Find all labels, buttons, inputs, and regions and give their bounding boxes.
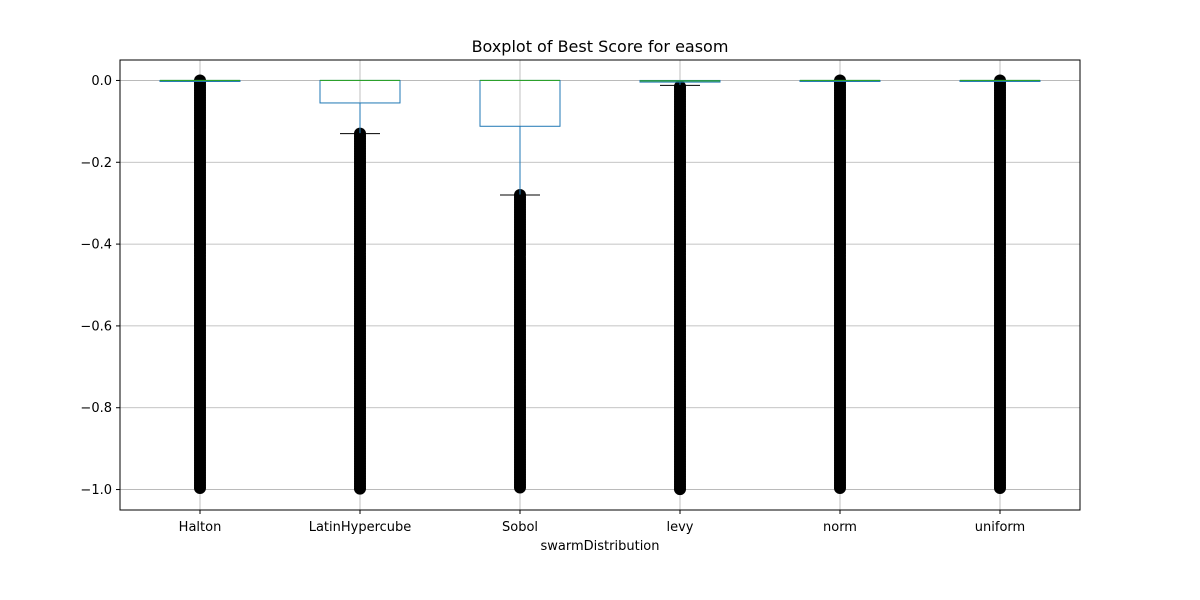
x-tick-label: norm — [823, 520, 857, 535]
y-tick-label: −0.4 — [80, 238, 112, 253]
x-tick-label: Sobol — [502, 520, 538, 535]
x-tick-label: LatinHypercube — [309, 520, 412, 535]
outlier-points — [194, 74, 206, 494]
grid-lines — [120, 60, 1080, 510]
box-group — [479, 79, 561, 494]
box-series — [159, 74, 1041, 496]
outlier-point — [514, 481, 526, 494]
box-group — [959, 74, 1041, 494]
outlier-point — [194, 481, 206, 494]
y-tick-label: −1.0 — [80, 483, 112, 498]
outlier-point — [994, 481, 1006, 494]
outlier-points — [674, 80, 686, 496]
x-axis: Halton LatinHypercube Sobol levy norm uniform — [179, 510, 1025, 535]
y-tick-label: −0.8 — [80, 401, 112, 416]
outlier-point — [834, 481, 846, 494]
x-tick-label: uniform — [975, 520, 1025, 535]
x-axis-label: swarmDistribution — [541, 539, 660, 554]
box-group — [159, 74, 241, 494]
box-group — [639, 79, 721, 496]
outlier-points — [514, 189, 526, 494]
y-tick-label: 0.0 — [91, 74, 112, 89]
outlier-points — [834, 74, 846, 494]
outlier-point — [354, 482, 366, 495]
y-axis: 0.0 −0.2 −0.4 −0.6 −0.8 −1.0 — [80, 74, 120, 498]
outlier-points — [354, 127, 366, 495]
box-group — [319, 79, 401, 495]
y-tick-label: −0.6 — [80, 319, 112, 334]
x-tick-label: Halton — [179, 520, 222, 535]
y-tick-label: −0.2 — [80, 156, 112, 171]
x-tick-label: levy — [667, 520, 694, 535]
chart-title: Boxplot of Best Score for easom — [472, 37, 729, 56]
box-group — [799, 74, 881, 494]
outlier-point — [674, 483, 686, 496]
outlier-points — [994, 74, 1006, 494]
plot-frame — [119, 59, 1081, 511]
